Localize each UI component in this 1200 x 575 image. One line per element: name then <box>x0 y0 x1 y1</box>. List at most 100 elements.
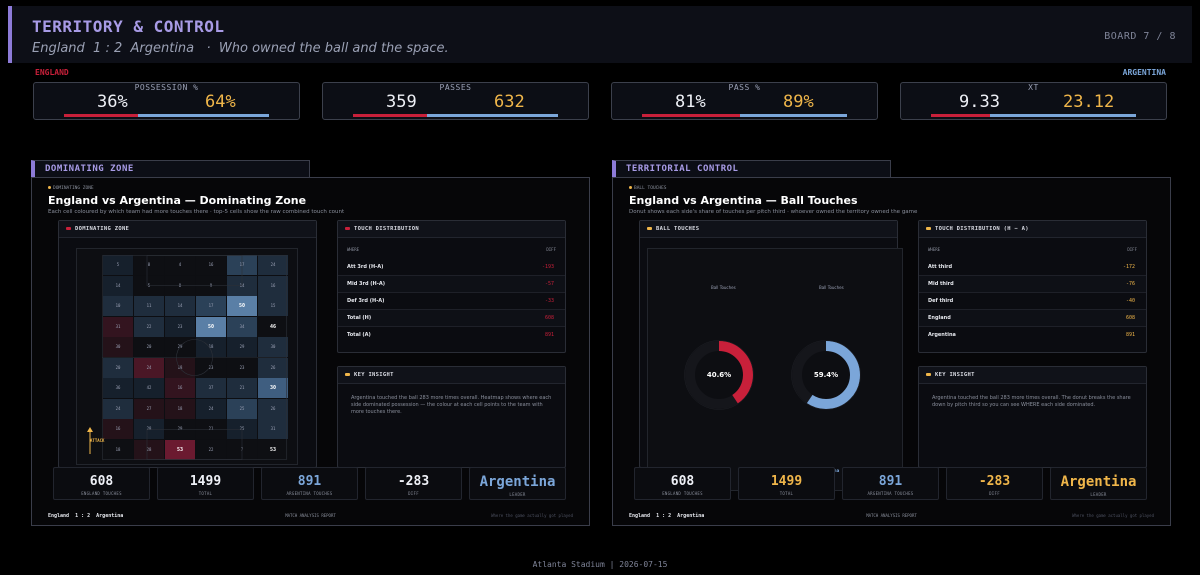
stat-card-passes: PASSES 359 632 <box>322 82 589 120</box>
summary-value: Argentina <box>1060 474 1137 490</box>
tab-territorial-control[interactable]: TERRITORIAL CONTROL <box>612 160 891 178</box>
donut-away-caption: Ball Touches <box>819 285 844 290</box>
heatmap-cell: 46 <box>258 316 288 337</box>
heatmap-cell: 4 <box>165 255 195 275</box>
summary-away-touches: 891 ARGENTINA TOUCHES <box>842 467 939 500</box>
kicker-text: DOMINATING ZONE <box>53 186 94 191</box>
table-row: Def 3rd (H-A) -33 <box>338 293 565 310</box>
row-where: Mid 3rd (H-A) <box>347 281 385 287</box>
stat-card-pass-pct: PASS % 81% 89% <box>611 82 878 120</box>
heatmap-cell: 16 <box>258 275 288 296</box>
heatmap-cell: 31 <box>258 419 288 439</box>
heatmap-cell: 25 <box>227 419 257 439</box>
table-row: Mid 3rd (H-A) -57 <box>338 276 565 293</box>
heatmap-cell: 28 <box>134 439 164 460</box>
kicker-dot-icon <box>48 186 51 189</box>
row-diff: 608 <box>544 315 554 321</box>
heatmap-card-header: DOMINATING ZONE <box>59 221 316 238</box>
heatmap-cell: 53 <box>165 439 195 460</box>
key-insight-card: KEY INSIGHT Argentina touched the ball 2… <box>337 366 566 468</box>
heatmap-cell: 11 <box>134 296 164 316</box>
header-dot-icon <box>926 227 931 230</box>
distribution-table-body: Att third -172 Mid third -76 Def third -40 … <box>919 259 1146 344</box>
footer-score: England 1 : 2 Argentina <box>629 513 705 519</box>
home-team-tag: ENGLAND <box>35 68 69 77</box>
stat-bar-home-fill <box>931 114 991 117</box>
heatmap-cell: 14 <box>165 296 195 316</box>
summary-value: 891 <box>878 474 903 489</box>
heatmap-cell: 34 <box>227 316 257 337</box>
summary-value: -283 <box>397 474 430 489</box>
row-diff: 891 <box>544 332 554 338</box>
summary-value: 1499 <box>770 474 803 489</box>
heatmap-cell: 21 <box>196 419 226 439</box>
heatmap-cell: 30 <box>258 337 288 357</box>
heatmap-cell: 24 <box>196 398 226 419</box>
summary-home-touches: 608 ENGLAND TOUCHES <box>634 467 731 500</box>
home-donut-arc <box>685 341 753 409</box>
summary-label: ARGENTINA TOUCHES <box>286 491 333 496</box>
footer-tagline: Where the game actually got played <box>1072 513 1154 518</box>
home-donut-pct: 40.6% <box>707 371 731 379</box>
summary-value: Argentina <box>479 474 556 490</box>
heatmap-cell: 25 <box>227 398 257 419</box>
stat-home-value: 9.33 <box>959 92 1000 112</box>
heatmap-cell: 50 <box>196 316 226 337</box>
donut-card-header: BALL TOUCHES <box>640 221 897 238</box>
heatmap-cell: 24 <box>103 398 133 419</box>
heatmap-cell: 18 <box>165 357 195 378</box>
heatmap-cell: 23 <box>196 357 226 378</box>
col-diff: DIFF <box>1127 247 1137 252</box>
summary-value: 608 <box>89 474 114 489</box>
distribution-card-title: TOUCH DISTRIBUTION (H − A) <box>935 226 1029 232</box>
stat-card-xt: XT 9.33 23.12 <box>900 82 1167 120</box>
panel-title: England vs Argentina — Ball Touches <box>629 194 858 207</box>
stat-away-value: 632 <box>494 92 525 112</box>
tab-dominating-zone[interactable]: DOMINATING ZONE <box>31 160 310 178</box>
header-dot-icon <box>647 227 652 230</box>
summary-label: DIFF <box>989 491 1000 496</box>
summary-label: ENGLAND TOUCHES <box>81 491 122 496</box>
heatmap-cell: 14 <box>103 275 133 296</box>
table-row: Att third -172 <box>919 259 1146 276</box>
row-where: Total (A) <box>347 332 371 338</box>
summary-label: ARGENTINA TOUCHES <box>867 491 914 496</box>
heatmap-cell: 21 <box>227 378 257 398</box>
header-dot-icon <box>345 373 350 376</box>
distribution-card-header: TOUCH DISTRIBUTION <box>338 221 565 238</box>
board-counter: BOARD 7 / 8 <box>1104 31 1176 42</box>
heatmap-cell: 18 <box>165 398 195 419</box>
stat-bar <box>642 114 847 117</box>
pitch-heatmap: 5 8 4 16 17 24 14 5 8 9 14 16 10 11 14 17 50 15 31 22 23 50 34… <box>76 248 298 465</box>
heatmap-cell: 16 <box>196 255 226 275</box>
key-insight-card: KEY INSIGHT Argentina touched the ball 2… <box>918 366 1147 468</box>
row-diff: -172 <box>1122 264 1135 270</box>
stat-card-possession: POSSESSION % 36% 64% <box>33 82 300 120</box>
away-donut: 59.4% <box>791 340 861 410</box>
stat-home-value: 81% <box>675 92 706 112</box>
insight-text: Argentina touched the ball 283 more time… <box>351 395 552 415</box>
heatmap-cell: 31 <box>103 316 133 337</box>
distribution-table-header: WHERE DIFF <box>338 238 565 252</box>
table-row: Att 3rd (H-A) -193 <box>338 259 565 276</box>
board-header: TERRITORY & CONTROL England 1 : 2 Argent… <box>8 6 1192 63</box>
summary-total: 1499 TOTAL <box>157 467 254 500</box>
dominating-zone-panel: DOMINATING ZONE England vs Argentina — D… <box>31 177 590 526</box>
panel-title: England vs Argentina — Dominating Zone <box>48 194 307 207</box>
distribution-card-header: TOUCH DISTRIBUTION (H − A) <box>919 221 1146 238</box>
home-donut: 40.6% <box>684 340 754 410</box>
col-where: WHERE <box>347 247 360 252</box>
row-diff: 891 <box>1125 332 1135 338</box>
heatmap-cell: 23 <box>165 316 195 337</box>
summary-label: TOTAL <box>779 491 794 496</box>
heatmap-cell: 23 <box>227 357 257 378</box>
distribution-card-title: TOUCH DISTRIBUTION <box>354 226 420 232</box>
stat-away-value: 89% <box>783 92 814 112</box>
col-where: WHERE <box>928 247 941 252</box>
heatmap-cell: 50 <box>227 296 257 316</box>
heatmap-cell: 53 <box>258 439 288 460</box>
attack-label: ATTACK <box>90 438 105 443</box>
footer-report: MATCH ANALYSIS REPORT <box>285 513 336 518</box>
heatmap-cell: 28 <box>134 419 164 439</box>
donut-card-title: BALL TOUCHES <box>656 226 700 232</box>
